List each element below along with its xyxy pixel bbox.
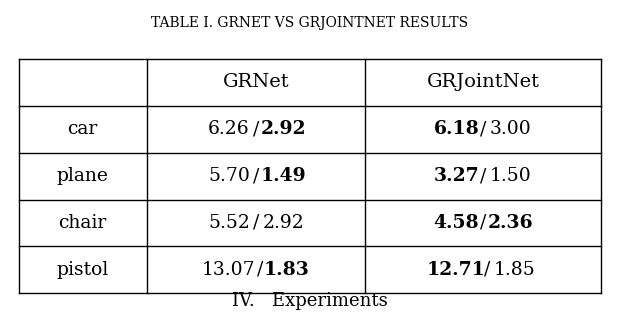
Text: 5.52: 5.52 (208, 214, 250, 232)
Text: 13.07: 13.07 (202, 261, 256, 279)
Text: 12.71: 12.71 (427, 261, 485, 279)
Text: GRJointNet: GRJointNet (427, 73, 540, 91)
Text: 6.18: 6.18 (433, 120, 479, 138)
Text: 1.49: 1.49 (260, 167, 306, 185)
Text: /: / (478, 261, 497, 279)
Text: 3.27: 3.27 (433, 167, 479, 185)
Text: /: / (474, 167, 492, 185)
Text: GRNet: GRNet (223, 73, 290, 91)
Text: pistol: pistol (56, 261, 109, 279)
Text: /: / (247, 167, 265, 185)
Text: 1.83: 1.83 (264, 261, 310, 279)
Text: 2.92: 2.92 (262, 214, 304, 232)
Text: plane: plane (57, 167, 108, 185)
Text: 1.50: 1.50 (490, 167, 531, 185)
Text: 2.36: 2.36 (487, 214, 533, 232)
Text: chair: chair (58, 214, 107, 232)
Text: IV.   Experiments: IV. Experiments (232, 292, 388, 310)
Text: TABLE I. GRNET VS GRJOINTNET RESULTS: TABLE I. GRNET VS GRJOINTNET RESULTS (151, 16, 469, 30)
Text: /: / (474, 120, 492, 138)
Text: 3.00: 3.00 (490, 120, 531, 138)
Text: 1.85: 1.85 (494, 261, 535, 279)
Text: 4.58: 4.58 (433, 214, 479, 232)
Text: /: / (247, 120, 265, 138)
Text: car: car (68, 120, 98, 138)
Text: /: / (250, 261, 269, 279)
Text: 2.92: 2.92 (260, 120, 306, 138)
Text: /: / (474, 214, 492, 232)
Text: 6.26: 6.26 (208, 120, 250, 138)
Text: 5.70: 5.70 (208, 167, 250, 185)
Text: /: / (247, 214, 265, 232)
